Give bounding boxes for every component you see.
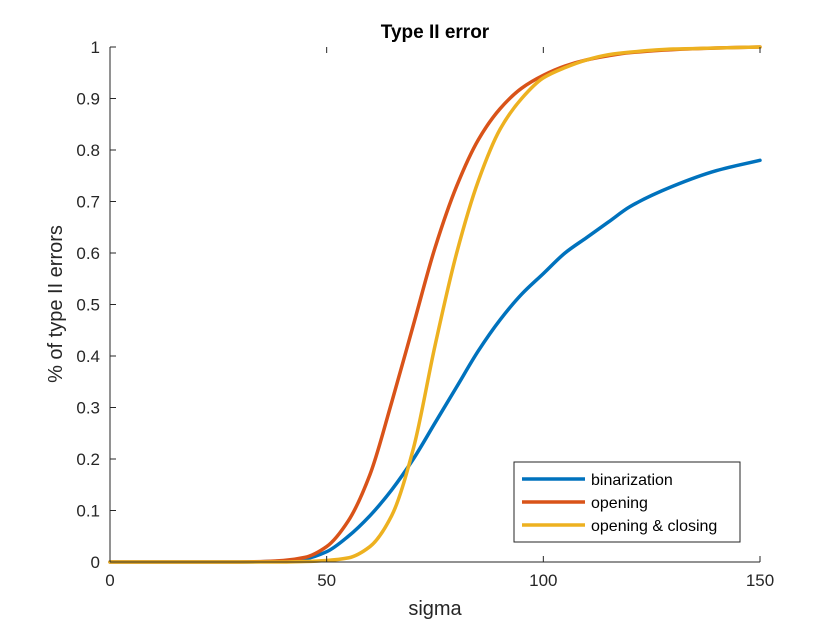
x-tick-label: 150 (746, 571, 774, 590)
y-tick-label: 0.9 (76, 90, 100, 109)
legend-label: opening & closing (591, 518, 717, 535)
y-tick-label: 1 (91, 38, 100, 57)
y-tick-label: 0.6 (76, 244, 100, 263)
y-ticks: 0 0.1 0.2 0.3 0.4 0.5 0.6 0.7 0.8 0.9 1 (76, 38, 116, 572)
y-tick-label: 0 (91, 553, 100, 572)
legend-label: binarization (591, 472, 673, 489)
y-tick-label: 0.3 (76, 399, 100, 418)
x-tick-label: 50 (317, 571, 336, 590)
x-tick-label: 100 (529, 571, 557, 590)
y-tick-label: 0.7 (76, 193, 100, 212)
legend-label: opening (591, 495, 648, 512)
y-tick-label: 0.5 (76, 296, 100, 315)
legend: binarization opening opening & closing (513, 461, 741, 543)
y-tick-label: 0.2 (76, 450, 100, 469)
y-axis-title: % of type II errors (45, 225, 67, 383)
x-tick-label: 0 (105, 571, 114, 590)
x-axis-title: sigma (408, 598, 462, 620)
x-ticks: 0 50 100 150 (105, 47, 774, 590)
chart-title: Type II error (381, 22, 490, 43)
y-tick-label: 0.8 (76, 141, 100, 160)
y-tick-label: 0.1 (76, 502, 100, 521)
y-tick-label: 0.4 (76, 347, 100, 366)
